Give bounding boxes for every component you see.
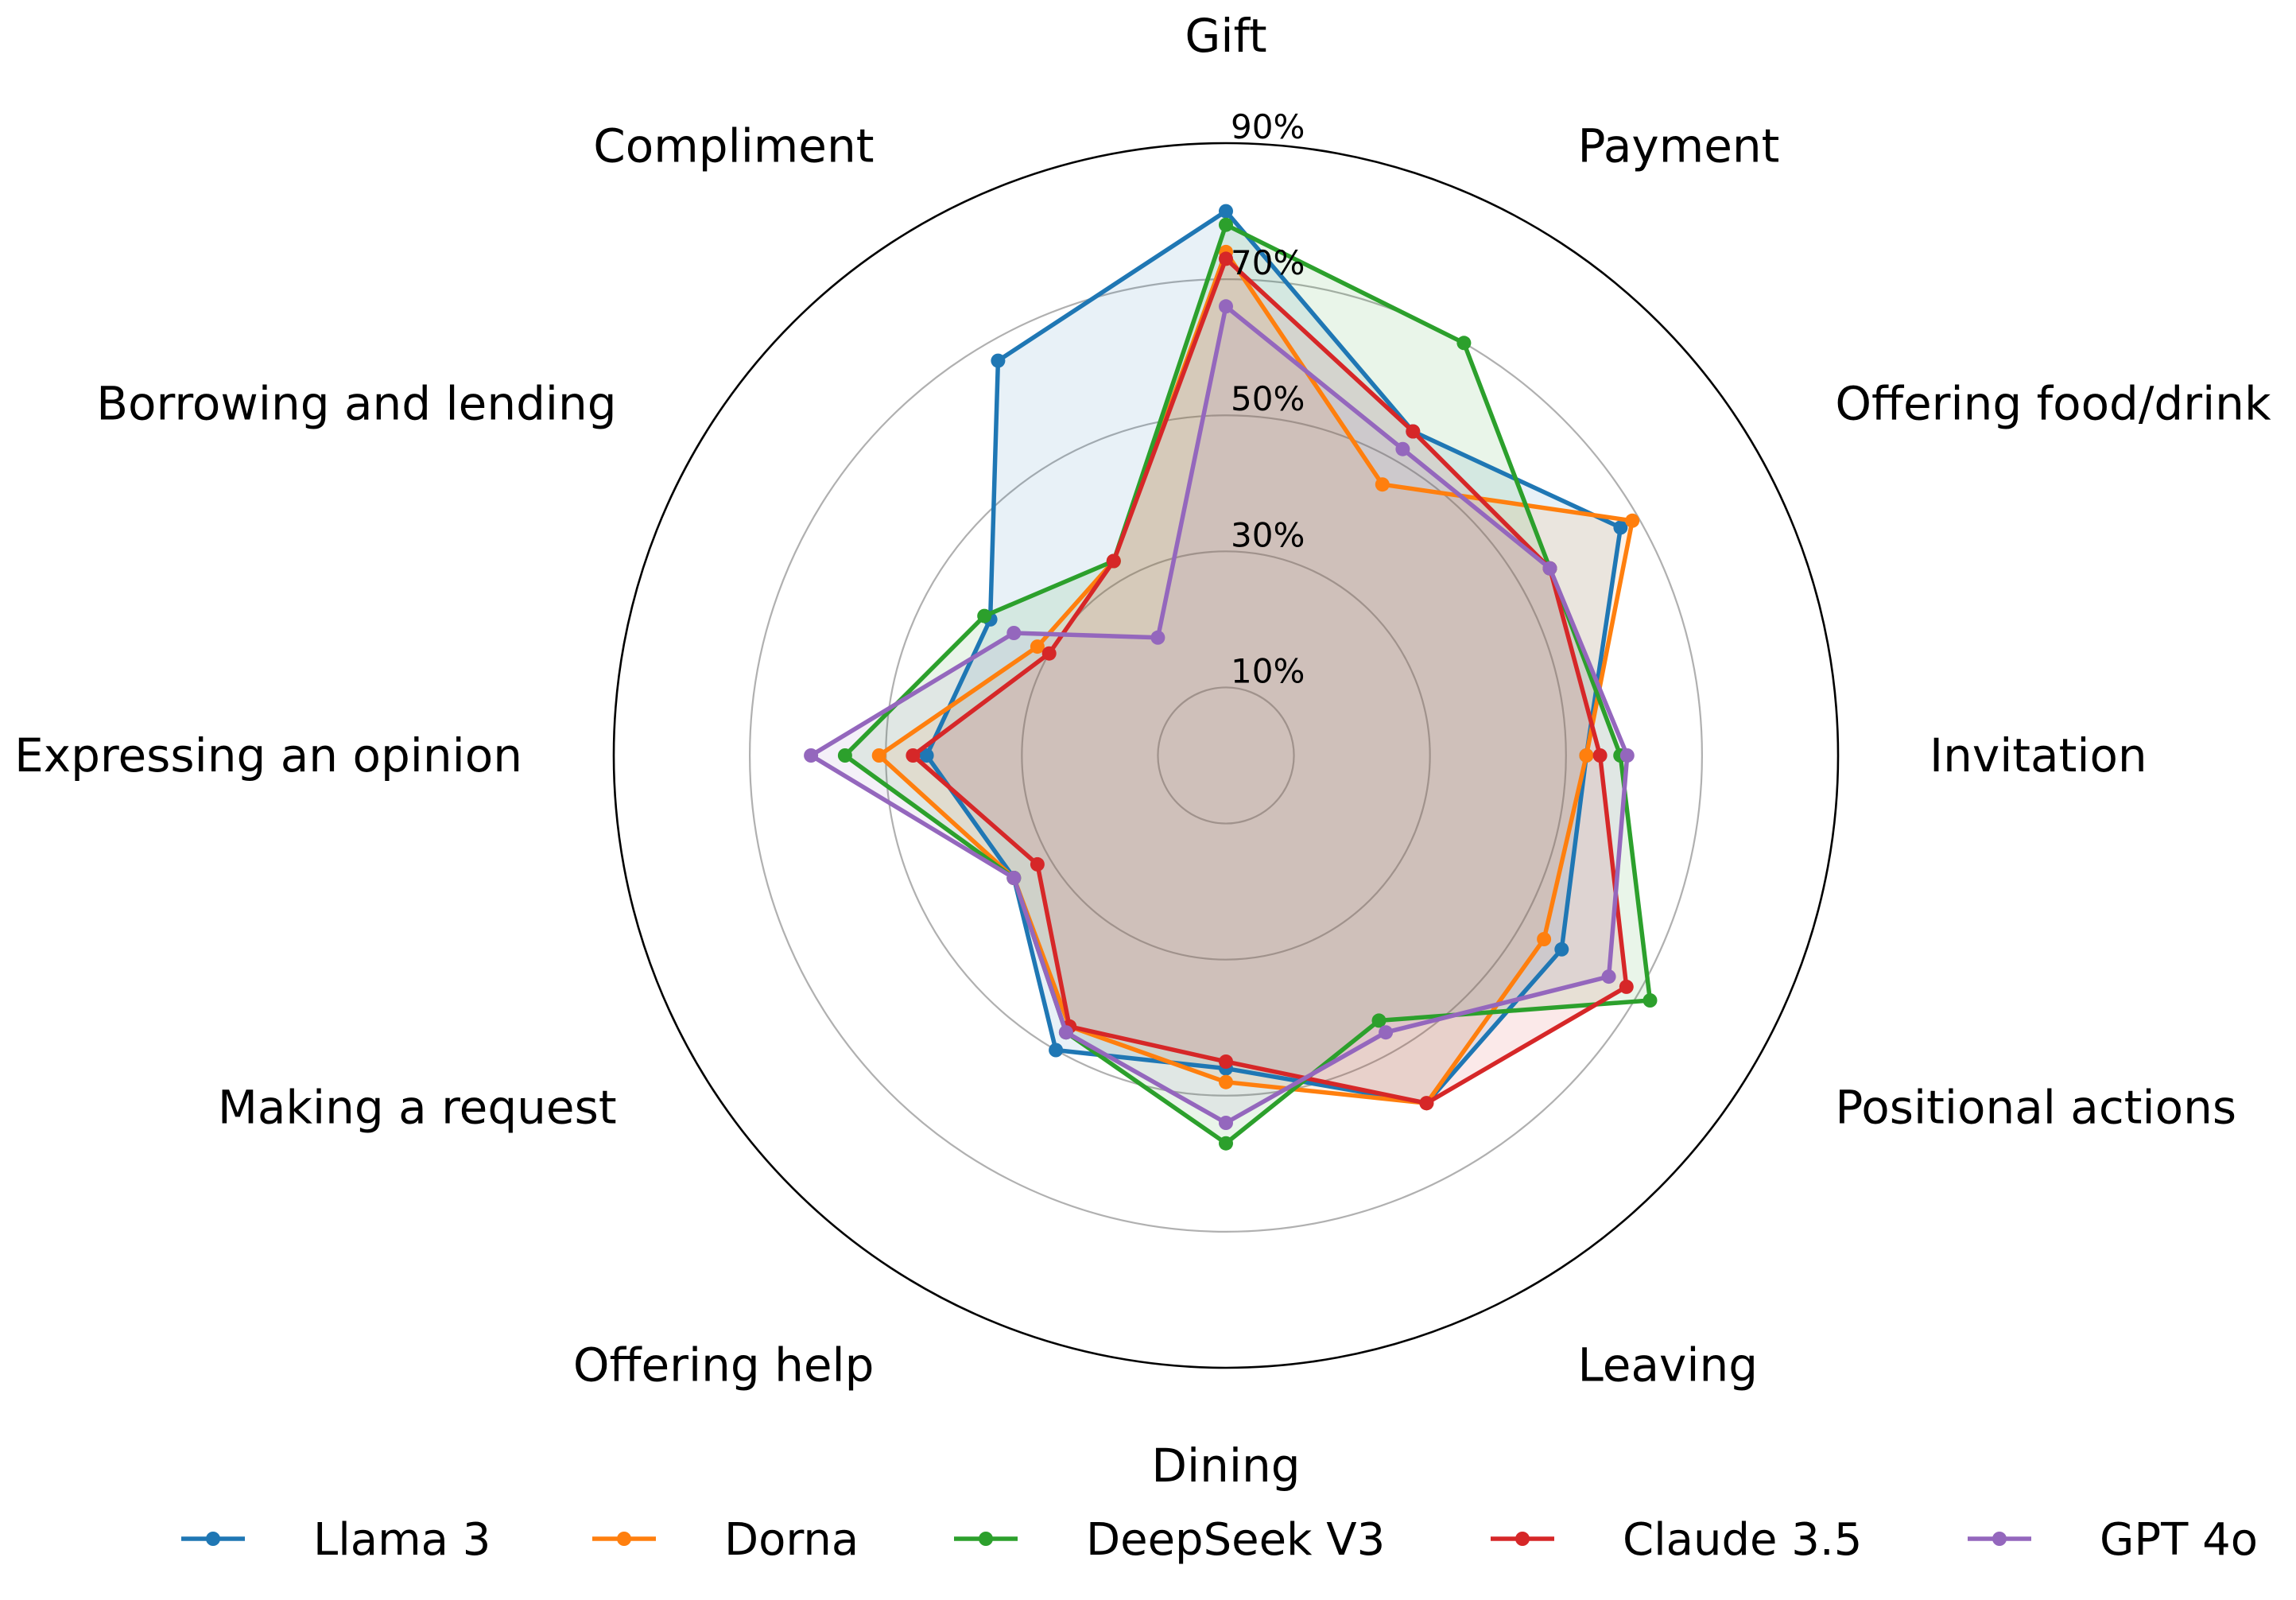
legend-item-dorna: Dorna (592, 1514, 859, 1566)
category-label-invitation: Invitation (1929, 728, 2147, 783)
point-gpt-4o-leaving (1379, 1025, 1394, 1040)
grid-circle-10 (1157, 686, 1295, 825)
legend-item-llama-3: Llama 3 (181, 1514, 491, 1566)
point-gpt-4o-gift (1219, 299, 1233, 314)
legend-marker-gpt-4o (1992, 1532, 2007, 1546)
radial-tick-labels: 10% 30% 50% 70% 90% (1231, 107, 1305, 690)
point-dorna-positional-actions (1537, 932, 1552, 946)
outer-frame-circle (612, 142, 1840, 1369)
radial-grid (612, 142, 1840, 1369)
point-claude-3-5-compliment (1106, 553, 1121, 569)
point-gpt-4o-compliment (1150, 630, 1165, 645)
category-labels: Gift Payment Offering food/drink Invitation… (14, 9, 2271, 1493)
point-gpt-4o-making-a-request (1006, 871, 1022, 885)
legend-label-dorna: Dorna (724, 1514, 859, 1566)
point-dorna-dining (1219, 1074, 1233, 1089)
point-claude-3-5-invitation (1592, 748, 1608, 763)
point-dorna-invitation (1579, 748, 1594, 763)
point-llama-3-expressing-an-opinion (919, 748, 934, 763)
series-gpt-4o (804, 299, 1635, 1130)
legend-label-deepseek-v3: DeepSeek V3 (1086, 1514, 1385, 1566)
point-dorna-payment (1375, 477, 1390, 492)
series-fill-dorna (878, 251, 1633, 1104)
point-claude-3-5-leaving (1419, 1096, 1434, 1111)
rtick-label-10: 10% (1231, 651, 1305, 690)
series-fill-gpt-4o (811, 306, 1627, 1123)
category-label-payment: Payment (1578, 119, 1780, 173)
category-label-dining: Dining (1151, 1439, 1300, 1493)
point-gpt-4o-payment (1395, 441, 1410, 456)
category-label-positional-actions: Positional actions (1835, 1081, 2236, 1135)
point-gpt-4o-dining (1219, 1116, 1233, 1130)
category-label-expressing-an-opinion: Expressing an opinion (14, 728, 522, 783)
point-deepseek-v3-positional-actions (1642, 993, 1658, 1008)
category-label-compliment: Compliment (593, 119, 874, 173)
legend-label-gpt-4o: GPT 4o (2100, 1514, 2258, 1566)
point-llama-3-gift (1219, 204, 1233, 219)
legend-item-deepseek-v3: DeepSeek V3 (954, 1514, 1385, 1566)
point-gpt-4o-offering-food-drink (1542, 561, 1557, 576)
legend: Llama 3 Dorna DeepSeek V3 Claude 3.5 GPT 4o (181, 1514, 2258, 1566)
legend-label-llama-3: Llama 3 (313, 1514, 491, 1566)
point-claude-3-5-dining (1219, 1054, 1233, 1069)
legend-marker-claude-3-5 (1515, 1532, 1530, 1546)
series-fill-llama-3 (926, 211, 1621, 1104)
category-label-making-a-request: Making a request (218, 1081, 617, 1135)
legend-item-gpt-4o: GPT 4o (1968, 1514, 2258, 1566)
category-label-leaving: Leaving (1578, 1338, 1759, 1392)
point-claude-3-5-gift (1219, 251, 1233, 266)
point-claude-3-5-payment (1406, 424, 1421, 439)
series-fill-claude-3-5 (913, 258, 1627, 1104)
grid-circle-30 (1021, 550, 1431, 961)
point-deepseek-v3-expressing-an-opinion (837, 748, 852, 763)
legend-marker-llama-3 (206, 1532, 220, 1546)
legend-marker-dorna (617, 1532, 631, 1546)
legend-marker-deepseek-v3 (979, 1532, 993, 1546)
rtick-label-50: 50% (1231, 379, 1305, 418)
point-gpt-4o-invitation (1619, 748, 1635, 763)
legend-item-claude-3-5: Claude 3.5 (1491, 1514, 1862, 1566)
point-claude-3-5-positional-actions (1619, 979, 1634, 994)
point-claude-3-5-making-a-request (1030, 856, 1045, 872)
grid-circle-70 (749, 278, 1703, 1233)
legend-label-claude-3-5: Claude 3.5 (1623, 1514, 1862, 1566)
point-dorna-offering-food-drink (1625, 513, 1640, 528)
point-claude-3-5-borrowing-and-lending (1041, 646, 1057, 661)
point-deepseek-v3-dining (1219, 1136, 1233, 1151)
point-llama-3-compliment (991, 353, 1006, 368)
category-label-borrowing-and-lending: Borrowing and lending (96, 377, 616, 431)
category-label-gift: Gift (1185, 9, 1266, 63)
point-llama-3-offering-help (1049, 1043, 1064, 1058)
point-llama-3-positional-actions (1554, 942, 1569, 957)
point-deepseek-v3-payment (1456, 336, 1472, 351)
point-dorna-borrowing-and-lending (1030, 639, 1045, 654)
point-llama-3-offering-food-drink (1613, 520, 1628, 535)
point-gpt-4o-offering-help (1058, 1025, 1073, 1040)
point-deepseek-v3-gift (1219, 217, 1233, 232)
rtick-label-70: 70% (1231, 243, 1305, 282)
point-deepseek-v3-borrowing-and-lending (977, 608, 992, 623)
point-gpt-4o-positional-actions (1601, 969, 1616, 984)
point-dorna-expressing-an-opinion (871, 748, 886, 763)
series-lines (804, 204, 1658, 1151)
category-label-offering-food-drink: Offering food/drink (1835, 377, 2271, 431)
category-label-offering-help: Offering help (573, 1338, 875, 1392)
rtick-label-30: 30% (1231, 515, 1305, 554)
rtick-label-90: 90% (1231, 107, 1305, 146)
point-gpt-4o-expressing-an-opinion (804, 748, 819, 763)
point-gpt-4o-borrowing-and-lending (1006, 626, 1022, 640)
point-deepseek-v3-leaving (1371, 1013, 1387, 1028)
point-claude-3-5-expressing-an-opinion (906, 748, 921, 763)
